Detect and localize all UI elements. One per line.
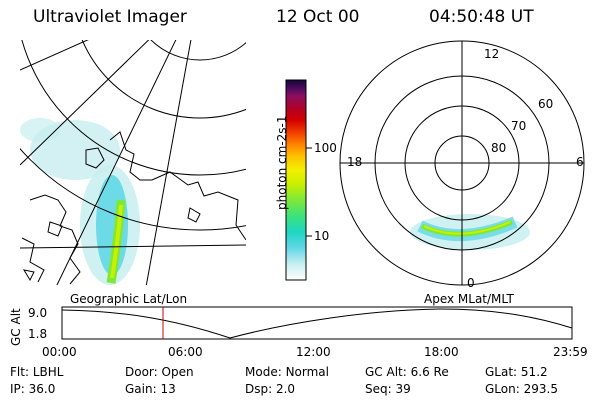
altitude-xtick-1: 06:00 [168, 345, 203, 359]
info-mode: Mode: Normal [245, 365, 329, 379]
altitude-xtick-2: 12:00 [296, 345, 331, 359]
info-gc-alt: GC Alt: 6.6 Re [365, 365, 449, 379]
coastlines [21, 131, 246, 285]
instrument-title: Ultraviolet Imager [33, 7, 187, 27]
info-ip: IP: 36.0 [10, 382, 56, 396]
geographic-label: Geographic Lat/Lon [70, 292, 188, 306]
altitude-plot [61, 306, 573, 340]
date-label: 12 Oct 00 [276, 7, 360, 27]
altitude-xtick-3: 18:00 [424, 345, 459, 359]
colorbar-frame [285, 79, 307, 281]
info-gain: Gain: 13 [125, 382, 176, 396]
altitude-xtick-0: 00:00 [42, 345, 77, 359]
mlat-label-60: 60 [538, 97, 554, 111]
colorbar-label-10: 10 [314, 229, 330, 243]
info-glon: GLon: 293.5 [485, 382, 558, 396]
altitude-ytick-high: 9.0 [28, 306, 48, 320]
colorbar-unit-label: photon cm-2s-1 [275, 115, 289, 211]
altitude-xtick-4: 23:59 [553, 345, 588, 359]
time-label: 04:50:48 UT [429, 7, 534, 27]
altitude-ytick-low: 1.8 [28, 327, 48, 341]
mlt-label-6: 6 [576, 155, 584, 169]
colorbar-label-100: 100 [314, 141, 337, 155]
polar-plot [339, 40, 585, 286]
mlt-label-18: 18 [347, 155, 363, 169]
mlat-label-80: 80 [491, 141, 507, 155]
geographic-map [20, 40, 246, 285]
latitude-circles [20, 40, 246, 231]
info-glat: GLat: 51.2 [485, 365, 548, 379]
altitude-curve [61, 308, 573, 339]
info-seq: Seq: 39 [365, 382, 411, 396]
mlat-label-70: 70 [511, 119, 527, 133]
aurora-map [20, 118, 140, 285]
mlt-label-0: 0 [467, 276, 475, 290]
apex-label: Apex MLat/MLT [424, 292, 514, 306]
altitude-ylabel: GC Alt [9, 308, 23, 346]
mlt-label-12: 12 [484, 47, 500, 61]
info-flt: Flt: LBHL [10, 365, 64, 379]
info-door: Door: Open [125, 365, 194, 379]
meridians [20, 40, 246, 285]
colorbar [286, 80, 306, 280]
info-dsp: Dsp: 2.0 [245, 382, 296, 396]
